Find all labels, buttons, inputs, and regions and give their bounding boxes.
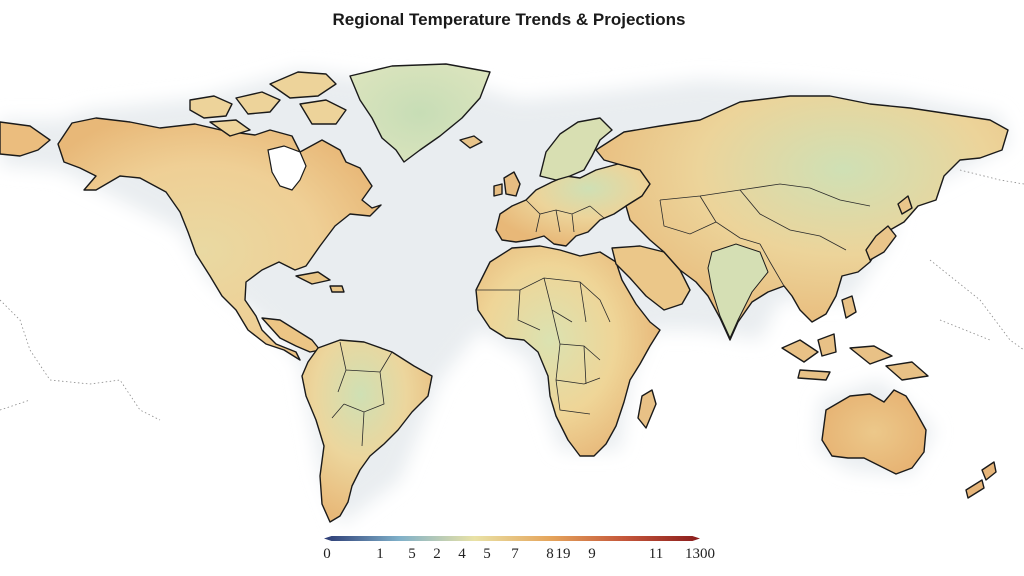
asia-borders xyxy=(659,183,871,287)
scale-tick-label: 5 xyxy=(408,546,416,562)
arctic-islands xyxy=(189,71,347,137)
new-zealand xyxy=(965,461,997,499)
iceland xyxy=(459,135,483,149)
scale-tick-label: 11 xyxy=(648,546,664,562)
arabia xyxy=(611,245,691,311)
india-region xyxy=(707,243,769,340)
scale-tick-label: 8 xyxy=(546,546,554,562)
asia xyxy=(595,95,1009,341)
scale-tick-label: 5 xyxy=(483,546,491,562)
south-america xyxy=(301,339,433,523)
scale-tick-label: 7 xyxy=(511,546,519,562)
scale-tick-label: 19 xyxy=(555,546,571,562)
alaska-west xyxy=(0,121,51,157)
dotted-line-left xyxy=(0,299,161,421)
scandinavia xyxy=(539,117,613,181)
australia xyxy=(821,389,927,475)
scale-tick-label: 0 xyxy=(323,546,331,562)
africa-borders xyxy=(476,277,611,415)
scale-tick-label: 1 xyxy=(376,546,384,562)
scale-tick-label: 2 xyxy=(433,546,441,562)
british-isles xyxy=(493,171,521,197)
color-scale-bar xyxy=(324,536,700,541)
greenland xyxy=(349,63,491,163)
dotted-line-right xyxy=(929,169,1024,351)
scale-tick-label: 4 xyxy=(458,546,466,562)
scale-tick-label: 1300 xyxy=(685,546,715,562)
caribbean-islands xyxy=(295,271,345,293)
madagascar xyxy=(637,389,657,429)
europe-borders xyxy=(525,199,605,233)
hudson-bay xyxy=(267,145,307,191)
japan xyxy=(865,195,913,261)
scale-tick-label: 9 xyxy=(588,546,596,562)
southeast-asia-islands xyxy=(781,295,929,381)
africa xyxy=(475,245,661,457)
sa-borders xyxy=(331,341,393,447)
map-title: Regional Temperature Trends & Projection… xyxy=(332,10,686,29)
